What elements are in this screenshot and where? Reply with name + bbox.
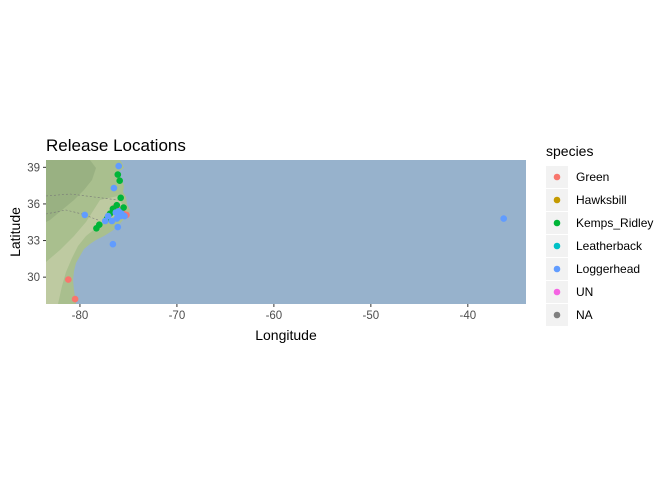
data-point-kemps-ridley — [114, 171, 122, 178]
data-point-green — [65, 276, 72, 283]
legend-label: NA — [576, 308, 593, 322]
y-axis-title: Latitude — [7, 207, 23, 257]
data-point-loggerhead — [104, 212, 112, 220]
data-point-loggerhead — [121, 212, 128, 220]
data-point-loggerhead — [110, 184, 118, 192]
data-point-loggerhead — [101, 217, 109, 225]
data-point-kemps-ridley — [116, 177, 123, 184]
legend-key — [553, 173, 561, 181]
state-border — [46, 209, 99, 221]
chart-title: Release Locations — [46, 136, 186, 155]
y-axis: 30 33 36 39 — [27, 162, 46, 284]
data-point-kemps-ridley — [117, 194, 124, 202]
data-point-loggerhead — [114, 223, 122, 231]
legend-key — [553, 311, 561, 319]
y-tick-label: 33 — [27, 236, 40, 248]
y-tick-label: 36 — [27, 199, 40, 211]
data-point-loggerhead — [108, 217, 116, 225]
legend-label: UN — [576, 285, 593, 299]
x-axis-title: Longitude — [255, 327, 317, 343]
legend-key — [553, 196, 561, 204]
legend-label: Leatherback — [576, 239, 643, 253]
data-point-loggerhead — [500, 215, 508, 222]
x-tick-label: -50 — [363, 310, 380, 322]
x-tick-label: -80 — [72, 310, 89, 322]
data-point-loggerhead — [109, 240, 117, 248]
x-tick-label: -40 — [460, 310, 477, 322]
data-point-green — [71, 295, 79, 303]
legend-key — [553, 219, 561, 227]
legend-title: species — [546, 143, 593, 159]
points-layer — [65, 162, 508, 303]
data-point-kemps-ridley — [120, 204, 127, 211]
data-point-kemps-ridley — [93, 225, 100, 232]
mountain-shading — [46, 160, 96, 222]
x-tick-label: -70 — [169, 310, 186, 322]
x-axis: -80 -70 -60 -50 -40 — [72, 304, 477, 322]
legend-label: Hawksbill — [576, 193, 627, 207]
data-point-kemps-ridley — [113, 201, 121, 209]
state-border — [46, 193, 119, 201]
legend-key — [553, 265, 561, 273]
legend-key — [553, 242, 561, 250]
legend-label: Loggerhead — [576, 262, 640, 276]
legend-label: Green — [576, 170, 609, 184]
ocean-background — [46, 160, 526, 304]
legend-label: Kemps_Ridley — [576, 216, 653, 230]
data-point-loggerhead — [113, 215, 121, 222]
x-tick-label: -60 — [266, 310, 283, 322]
map-panel — [46, 160, 526, 304]
legend: Green Hawksbill Kemps_Ridley Leatherback Log… — [546, 166, 653, 326]
y-tick-label: 39 — [27, 162, 40, 174]
legend-key — [553, 288, 561, 296]
data-point-loggerhead — [115, 162, 122, 170]
y-tick-label: 30 — [27, 272, 40, 284]
data-point-loggerhead — [81, 211, 89, 219]
